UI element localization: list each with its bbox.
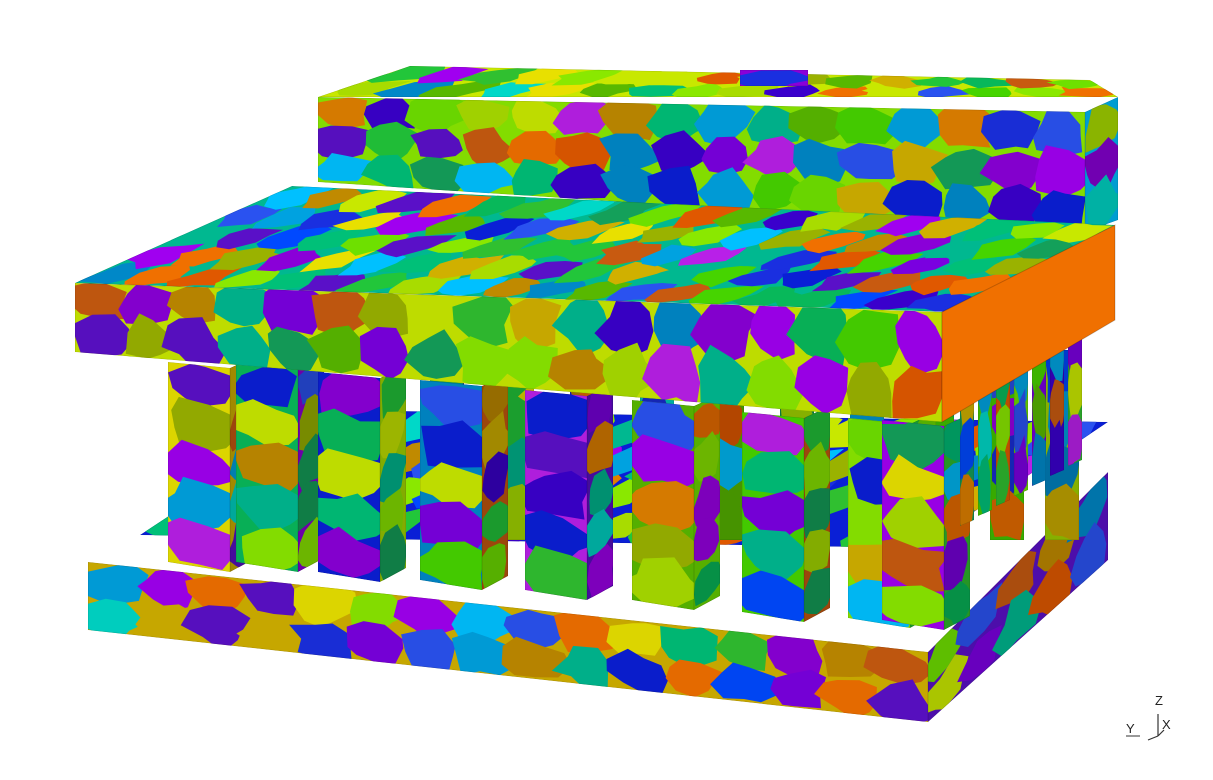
middle-slab-top [75, 186, 1115, 312]
upper-block-side [1085, 97, 1118, 232]
pillar-side-5 [694, 394, 720, 610]
pillar-side-6 [804, 406, 830, 622]
pillar-front-1 [236, 362, 298, 572]
pillar-side-3 [482, 374, 508, 590]
axes-icon [1126, 714, 1165, 741]
top-tab [740, 70, 808, 86]
pillar-front-6 [742, 412, 804, 622]
axis-x-label: X [1162, 717, 1171, 732]
upper-block-top [318, 66, 1118, 97]
base-plate-front [88, 562, 928, 722]
middle-slab-side [942, 225, 1115, 422]
middle-slab-front [75, 283, 942, 422]
pillar-front-8 [882, 420, 944, 630]
pillar-side-4 [587, 384, 613, 600]
pillar-front-5 [632, 400, 694, 610]
pillar-front-4 [525, 390, 587, 600]
axis-z-label: Z [1155, 693, 1163, 708]
upper-block-front [318, 97, 1085, 232]
pillar-front-2 [318, 372, 380, 582]
orientation-triad: Z Y X [1118, 690, 1188, 750]
axis-y-label: Y [1126, 721, 1135, 736]
pillar-front-0 [168, 362, 230, 572]
pillar-front-3 [420, 380, 482, 590]
